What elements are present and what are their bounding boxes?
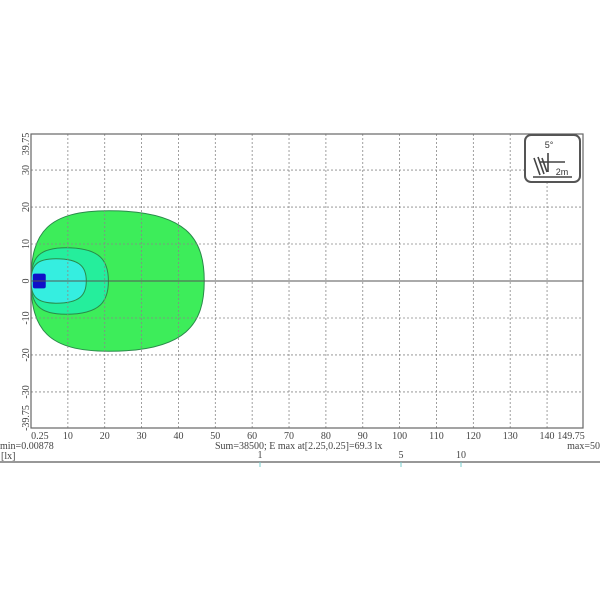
y-tick-label: -20 (21, 348, 32, 361)
x-tick-label: 80 (321, 431, 331, 442)
min-label: min=0.00878 (0, 441, 54, 452)
x-tick-label: 140 (540, 431, 555, 442)
x-tick-label: 60 (247, 431, 257, 442)
y-tick-label: -39.75 (21, 405, 32, 431)
x-tick-label: 70 (284, 431, 294, 442)
x-tick-label: 90 (358, 431, 368, 442)
x-tick-label: 30 (137, 431, 147, 442)
y-tick-label: 0 (21, 279, 32, 284)
y-tick-label: 20 (21, 202, 32, 212)
scale-tick-label: 10 (456, 450, 466, 461)
scale-tick-label: 5 (399, 450, 404, 461)
badge-angle: 5° (545, 140, 554, 150)
x-tick-label: 110 (429, 431, 444, 442)
x-tick-label: 20 (100, 431, 110, 442)
x-tick-label: 149.75 (557, 431, 585, 442)
badge-distance: 2m (556, 167, 569, 177)
x-tick-label: 100 (392, 431, 407, 442)
y-tick-label: 10 (21, 239, 32, 249)
max-label: max=50 (567, 441, 600, 452)
y-tick-label: 30 (21, 165, 32, 175)
y-tick-label: -10 (21, 311, 32, 324)
unit-label: [lx] (1, 451, 15, 462)
lamp-beam-icon (533, 153, 565, 176)
x-tick-label: 120 (466, 431, 481, 442)
x-tick-label: 50 (210, 431, 220, 442)
sum-label: Sum=38500; E max at[2.25,0.25]=69.3 lx (215, 441, 382, 452)
y-tick-label: -30 (21, 385, 32, 398)
x-tick-label: 40 (173, 431, 183, 442)
x-tick-label: 10 (63, 431, 73, 442)
scale-tick-label: 1 (258, 450, 263, 461)
y-tick-label: 39.75 (21, 133, 32, 156)
x-tick-label: 0.25 (31, 431, 49, 442)
x-tick-label: 130 (503, 431, 518, 442)
plot-frame (30, 133, 584, 429)
